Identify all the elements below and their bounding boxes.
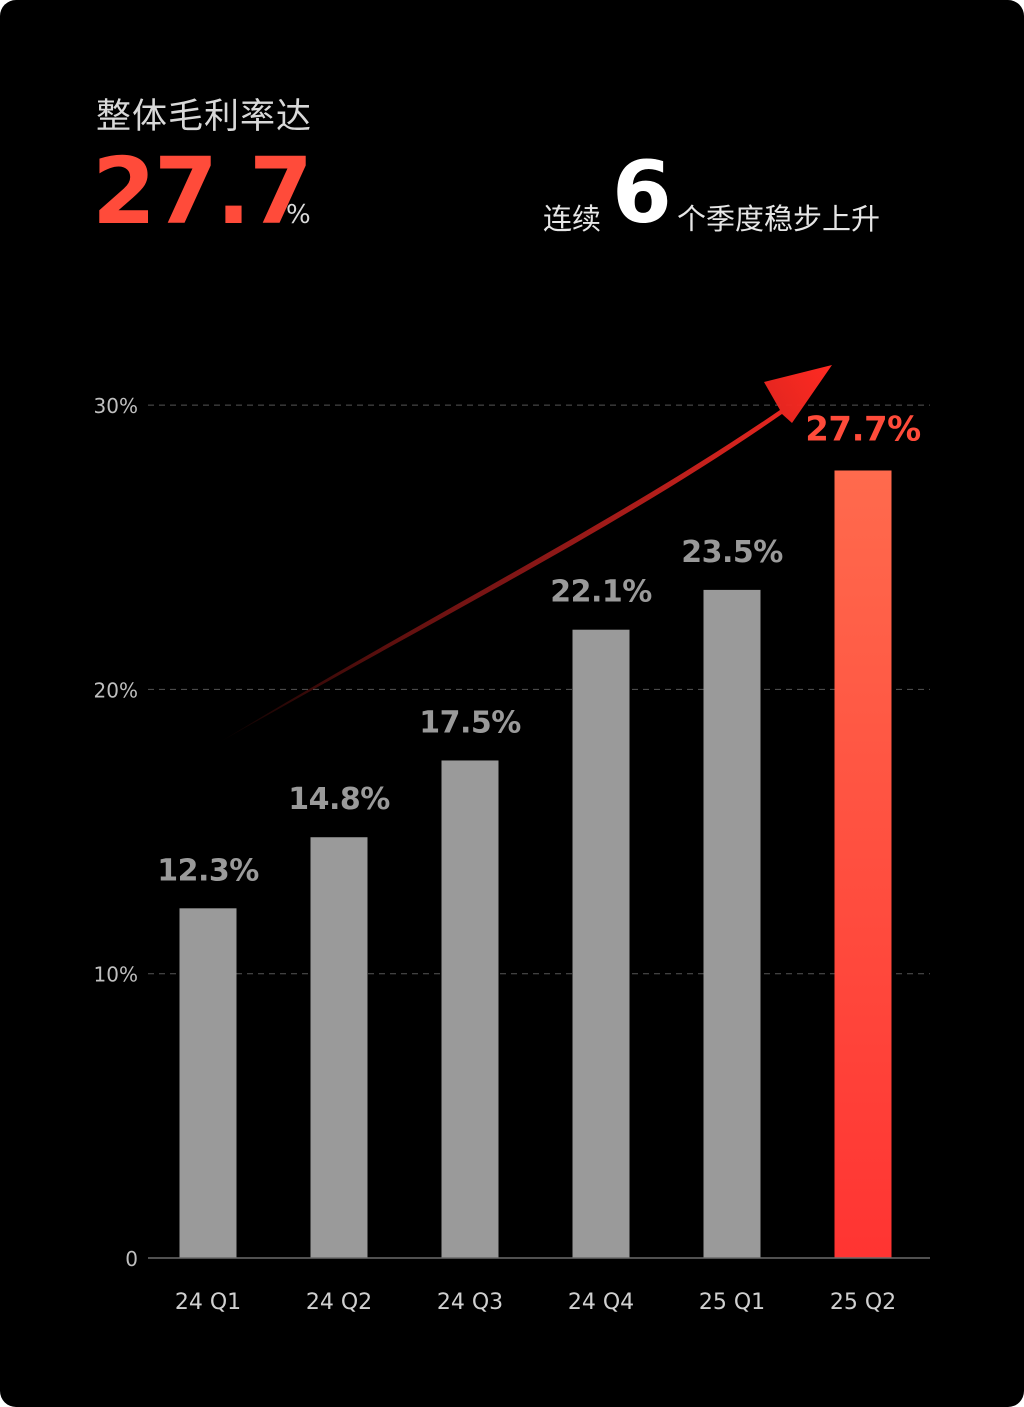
streak-prefix: 连续 <box>543 202 602 236</box>
data-label: 12.3% <box>157 853 259 888</box>
headline-unit: % <box>286 200 311 230</box>
bar <box>310 837 368 1258</box>
streak-suffix: 个季度稳步上升 <box>677 202 881 236</box>
bar <box>703 589 761 1258</box>
bar <box>441 760 499 1258</box>
data-label: 27.7% <box>805 409 920 449</box>
bar-highlight <box>834 470 892 1258</box>
x-tick-label: 24 Q3 <box>437 1290 503 1315</box>
x-tick-label: 25 Q1 <box>699 1290 765 1315</box>
bar <box>179 908 237 1258</box>
x-tick-label: 24 Q4 <box>568 1290 634 1315</box>
data-labels: 12.3% 14.8% 17.5% 22.1% 23.5% 27.7% <box>157 409 921 888</box>
data-label: 14.8% <box>288 782 390 817</box>
bar <box>572 629 630 1258</box>
headline-label: 整体毛利率达 <box>96 97 313 137</box>
data-label: 23.5% <box>681 535 783 570</box>
x-tick-label: 25 Q2 <box>830 1290 896 1315</box>
streak-number: 6 <box>612 143 672 243</box>
y-tick-label: 20% <box>94 678 138 702</box>
x-tick-label: 24 Q2 <box>306 1290 372 1315</box>
y-tick-label: 30% <box>94 394 138 418</box>
y-tick-label: 10% <box>94 963 138 987</box>
data-label: 22.1% <box>550 575 652 610</box>
data-label: 17.5% <box>419 705 521 740</box>
headline-value: 27.7 <box>92 138 313 245</box>
gridlines <box>148 404 930 975</box>
bars <box>179 470 892 1258</box>
axes: 0 10% 20% 30% 24 Q1 24 Q2 24 Q3 24 Q4 25 Q1 25 Q2 <box>94 394 930 1315</box>
y-tick-label: 0 <box>125 1247 138 1271</box>
x-tick-label: 24 Q1 <box>175 1290 241 1315</box>
